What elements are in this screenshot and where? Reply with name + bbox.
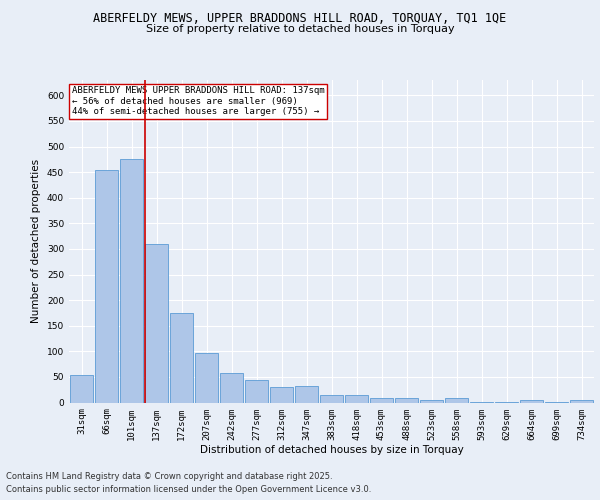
Text: ABERFELDY MEWS, UPPER BRADDONS HILL ROAD, TORQUAY, TQ1 1QE: ABERFELDY MEWS, UPPER BRADDONS HILL ROAD… <box>94 12 506 26</box>
Bar <box>370 398 393 402</box>
Y-axis label: Number of detached properties: Number of detached properties <box>31 159 41 324</box>
Bar <box>345 395 368 402</box>
Bar <box>170 313 193 402</box>
Text: Contains public sector information licensed under the Open Government Licence v3: Contains public sector information licen… <box>6 485 371 494</box>
Text: Contains HM Land Registry data © Crown copyright and database right 2025.: Contains HM Land Registry data © Crown c… <box>6 472 332 481</box>
Bar <box>395 398 418 402</box>
Bar <box>270 387 293 402</box>
Bar <box>445 398 468 402</box>
Bar <box>570 400 593 402</box>
Bar <box>245 380 268 402</box>
Text: Size of property relative to detached houses in Torquay: Size of property relative to detached ho… <box>146 24 454 34</box>
Bar <box>120 160 143 402</box>
Bar <box>95 170 118 402</box>
Text: ABERFELDY MEWS UPPER BRADDONS HILL ROAD: 137sqm
← 56% of detached houses are sma: ABERFELDY MEWS UPPER BRADDONS HILL ROAD:… <box>71 86 324 116</box>
Bar <box>220 373 243 402</box>
Bar <box>70 375 93 402</box>
Bar <box>145 244 168 402</box>
Bar <box>195 354 218 403</box>
X-axis label: Distribution of detached houses by size in Torquay: Distribution of detached houses by size … <box>200 445 463 455</box>
Bar <box>295 386 318 402</box>
Bar <box>320 395 343 402</box>
Bar <box>420 400 443 402</box>
Bar <box>520 400 543 402</box>
